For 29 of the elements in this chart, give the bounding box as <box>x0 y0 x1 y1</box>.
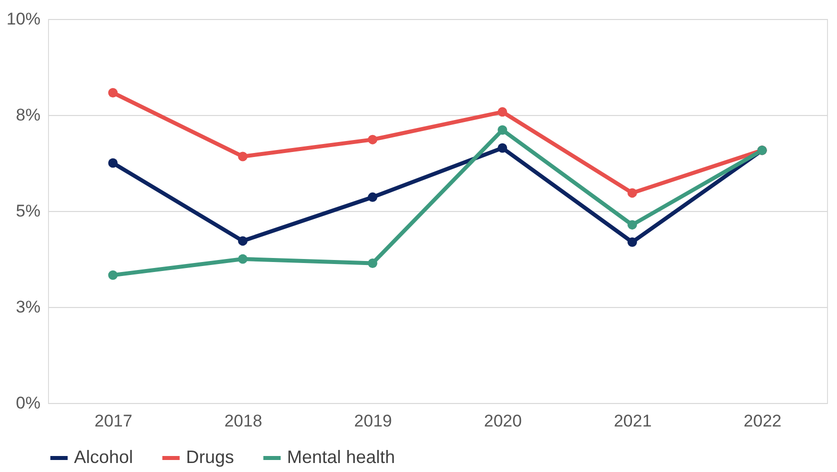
point <box>498 107 508 117</box>
point <box>628 220 637 230</box>
y-tick-label: 0% <box>16 394 40 412</box>
x-tick-label: 2017 <box>94 412 132 430</box>
y-tick-label: 8% <box>16 106 40 124</box>
legend-label: Alcohol <box>74 447 134 467</box>
point <box>368 192 378 202</box>
point <box>498 143 508 153</box>
legend-label: Drugs <box>186 447 234 467</box>
point <box>368 134 378 144</box>
point <box>498 125 508 135</box>
point <box>238 152 248 162</box>
point <box>108 158 118 168</box>
point <box>238 236 248 246</box>
point <box>628 188 637 198</box>
y-tick-label: 10% <box>6 10 40 28</box>
y-tick-label: 5% <box>16 202 40 220</box>
point <box>628 237 637 247</box>
x-tick-label: 2022 <box>744 412 782 430</box>
point <box>238 254 248 264</box>
point <box>108 88 118 98</box>
y-tick-label: 3% <box>16 298 40 316</box>
point <box>108 270 118 280</box>
x-tick-label: 2021 <box>614 412 652 430</box>
x-tick-label: 2019 <box>354 412 392 430</box>
x-tick-label: 2020 <box>484 412 522 430</box>
legend-label: Mental health <box>287 447 396 467</box>
point <box>368 258 378 268</box>
x-tick-label: 2018 <box>224 412 262 430</box>
